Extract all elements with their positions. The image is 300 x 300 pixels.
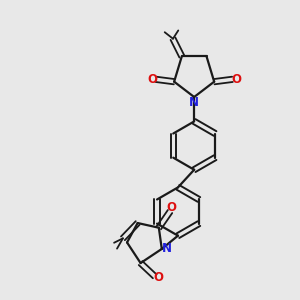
- Text: O: O: [147, 73, 157, 86]
- Text: O: O: [167, 201, 177, 214]
- Text: N: N: [162, 242, 172, 255]
- Text: O: O: [231, 73, 241, 86]
- Text: O: O: [154, 271, 164, 284]
- Text: N: N: [189, 96, 199, 109]
